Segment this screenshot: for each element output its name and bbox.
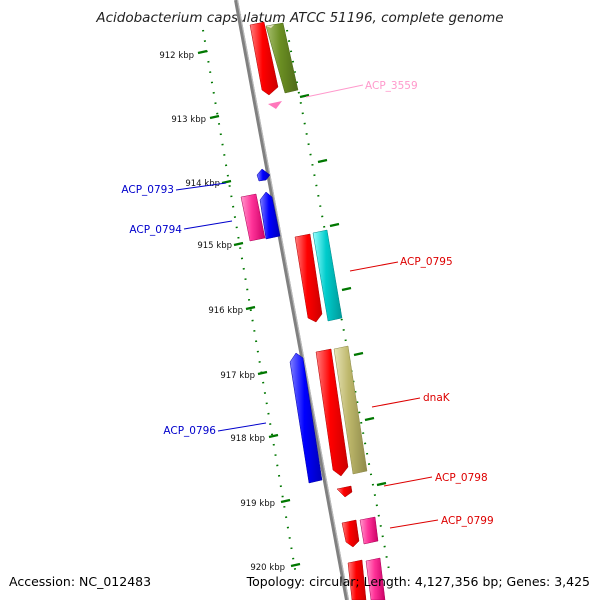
connector-acp-0794: [183, 220, 233, 230]
gene-feature-blue-0794[interactable]: [259, 191, 281, 240]
gene-feature-blue-0796[interactable]: [289, 352, 323, 484]
connector-dnak: [371, 397, 421, 408]
gene-feature-red-top[interactable]: [249, 21, 279, 96]
accession-text: Accession: NC_012483: [9, 574, 151, 589]
gene-feature-red-0798[interactable]: [336, 485, 353, 498]
gene-label-acp-0796[interactable]: ACP_0796: [163, 425, 216, 437]
connector-acp-0795: [349, 261, 399, 272]
connector-acp-0798: [383, 476, 433, 487]
gene-feature-khaki-top: [266, 25, 274, 28]
connector-acp-0796: [217, 422, 267, 432]
tick-label-917: 917 kbp: [220, 371, 255, 381]
gene-label-acp-0798[interactable]: ACP_0798: [435, 472, 488, 484]
gene-feature-pink-0799[interactable]: [359, 516, 379, 545]
gene-feature-khaki-dnak[interactable]: [333, 345, 368, 475]
gene-feature-olive-top[interactable]: [265, 22, 299, 94]
major-ticks-right: [299, 93, 387, 487]
connector-acp-3559: [305, 84, 364, 98]
tick-label-915: 915 kbp: [197, 241, 232, 251]
tick-label-916: 916 kbp: [208, 306, 243, 316]
genome-backbone: [234, 0, 349, 600]
gene-feature-red-bottom[interactable]: [347, 559, 367, 600]
gene-feature-blue-small[interactable]: [256, 168, 271, 182]
gene-feature-red-0795[interactable]: [294, 233, 323, 323]
tick-label-918: 918 kbp: [230, 434, 265, 444]
gene-label-acp-0799[interactable]: ACP_0799: [441, 515, 494, 527]
tick-track-right: [286, 29, 391, 576]
tick-label-912: 912 kbp: [159, 51, 194, 61]
gene-feature-red-0799[interactable]: [341, 519, 360, 548]
map-title: Acidobacterium capsulatum ATCC 51196, co…: [95, 10, 503, 26]
gene-label-acp-0795[interactable]: ACP_0795: [400, 256, 453, 268]
genome-summary-text: Topology: circular; Length: 4,127,356 bp…: [246, 574, 590, 589]
tick-label-920: 920 kbp: [250, 563, 285, 573]
gene-feature-red-dnak[interactable]: [315, 348, 349, 477]
connector-acp-0793: [175, 182, 227, 191]
tick-label-919: 919 kbp: [240, 499, 275, 509]
gene-label-dnak[interactable]: dnaK: [423, 392, 451, 404]
gene-label-acp-3559[interactable]: ACP_3559: [365, 80, 418, 92]
tick-label-913: 913 kbp: [171, 115, 206, 125]
major-ticks-left: [197, 49, 301, 568]
tick-label-914: 914 kbp: [185, 179, 220, 189]
gene-label-acp-0794[interactable]: ACP_0794: [129, 224, 182, 236]
genome-backbone-shade: [236, 0, 350, 600]
connector-acp-0799: [389, 519, 439, 529]
tick-track-left: [202, 29, 297, 576]
gene-feature-pink-small[interactable]: [268, 101, 282, 109]
gene-feature-cyan-0795[interactable]: [312, 229, 343, 322]
gene-label-acp-0793[interactable]: ACP_0793: [121, 184, 174, 196]
gene-feature-pink-0794[interactable]: [240, 193, 266, 242]
gene-feature-pink-bottom[interactable]: [365, 557, 386, 600]
